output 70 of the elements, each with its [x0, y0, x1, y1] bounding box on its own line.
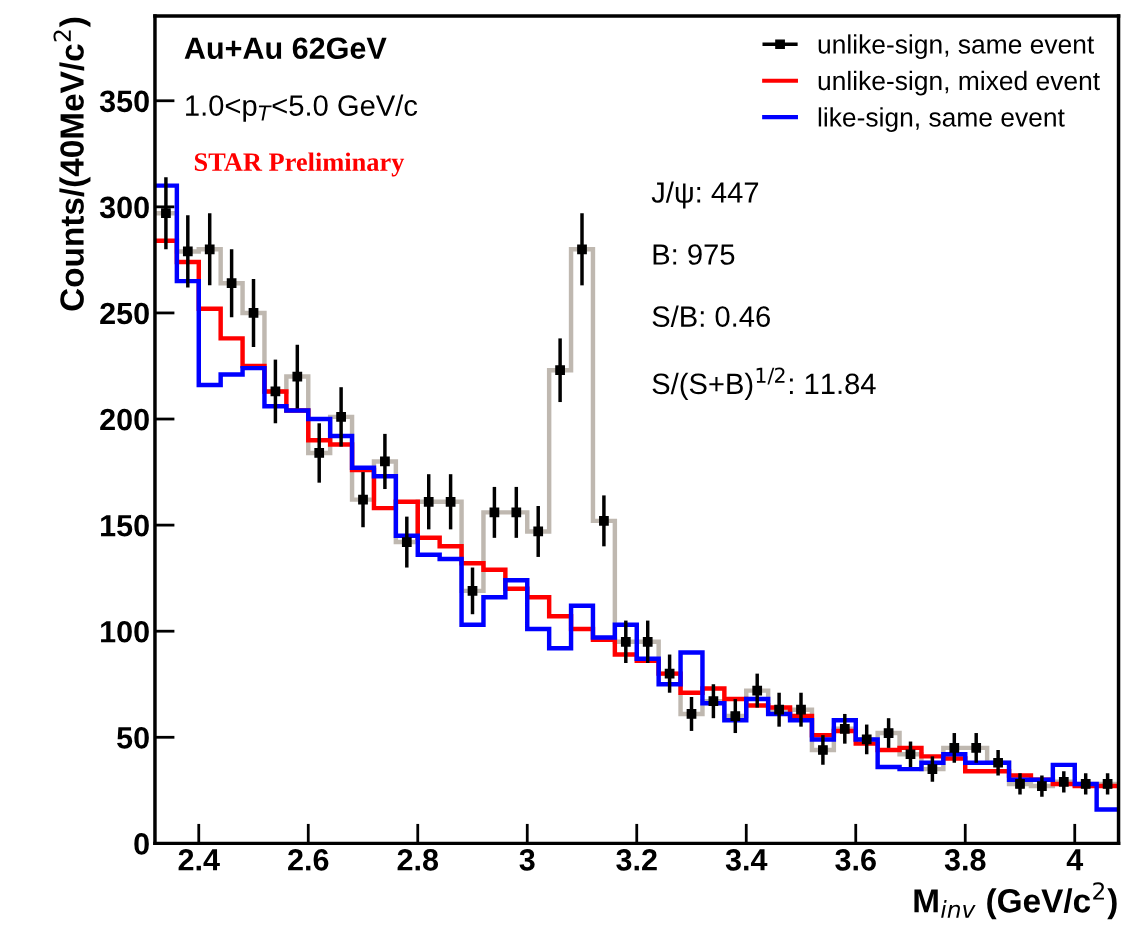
point	[511, 507, 522, 518]
point	[927, 764, 938, 774]
point	[686, 709, 697, 719]
point	[861, 734, 872, 745]
y-tick-label: 0	[134, 833, 149, 855]
point	[839, 723, 850, 734]
point	[708, 696, 719, 707]
point	[204, 244, 215, 255]
x-tick-label: 3.6	[835, 849, 876, 871]
point	[292, 371, 303, 382]
annotation: B: 975	[653, 244, 735, 265]
point	[161, 208, 171, 219]
y-tick-label: 350	[99, 90, 149, 113]
y-tick-label: 100	[101, 620, 149, 643]
point	[949, 743, 960, 753]
annotation: Au+Au 62GeV	[184, 37, 387, 60]
point	[752, 685, 763, 696]
point	[1058, 776, 1069, 787]
annotation: STAR Preliminary	[194, 152, 405, 177]
point	[555, 365, 565, 376]
point	[642, 636, 653, 647]
x-axis-title: M$_{inv}$ (GeV/c$^{2}$)	[914, 882, 1117, 920]
point	[423, 496, 434, 507]
point	[467, 586, 478, 596]
x-tick-label: 4	[1066, 849, 1084, 871]
legend-label: unlike-sign, mixed event	[818, 70, 1100, 96]
y-tick-label: 200	[100, 408, 149, 431]
point	[599, 516, 609, 526]
point	[620, 636, 631, 647]
point	[796, 704, 806, 715]
point	[401, 537, 412, 547]
legend-label: like-sign, same event	[818, 107, 1065, 132]
point	[1102, 779, 1113, 789]
x-tick-label: 3.2	[616, 849, 657, 871]
x-tick-label: 2.4	[178, 849, 220, 871]
annotation: J/ψ: 447	[651, 181, 759, 209]
x-tick-label: 2.8	[397, 849, 439, 871]
point	[905, 749, 916, 760]
point	[993, 757, 1003, 768]
annotation: S/(S+B)$^{1/2}$: 11.84	[652, 367, 876, 400]
point	[1080, 779, 1091, 789]
point	[380, 456, 390, 467]
y-tick-label: 300	[99, 196, 149, 219]
point	[818, 745, 828, 755]
point	[358, 494, 368, 505]
x-tick-label: 3.8	[944, 849, 986, 871]
point	[774, 704, 784, 715]
y-tick-label: 150	[101, 514, 149, 537]
x-tick-label: 3.4	[725, 849, 768, 871]
y-tick-label: 50	[117, 727, 149, 749]
point	[226, 278, 237, 289]
legend-label: unlike-sign, same event	[818, 34, 1095, 59]
point	[314, 448, 325, 458]
annotation: S/B: 0.46	[652, 305, 770, 327]
x-tick-label: 3	[519, 849, 535, 871]
point	[445, 496, 456, 507]
point	[730, 711, 741, 721]
point	[1037, 781, 1047, 791]
point	[182, 246, 193, 257]
point	[971, 743, 982, 753]
x-tick-label: 2.6	[288, 849, 329, 871]
point	[336, 412, 346, 422]
point	[533, 526, 544, 537]
point	[883, 728, 894, 738]
point	[248, 308, 259, 318]
annotation: 1.0<p$_{T}$<5.0 GeV/c	[186, 94, 418, 122]
y-tick-label: 250	[100, 302, 149, 325]
y-axis-title: Counts/(40MeV/c$^{2}$)	[53, 17, 91, 311]
point	[577, 244, 587, 255]
point	[1015, 779, 1025, 789]
